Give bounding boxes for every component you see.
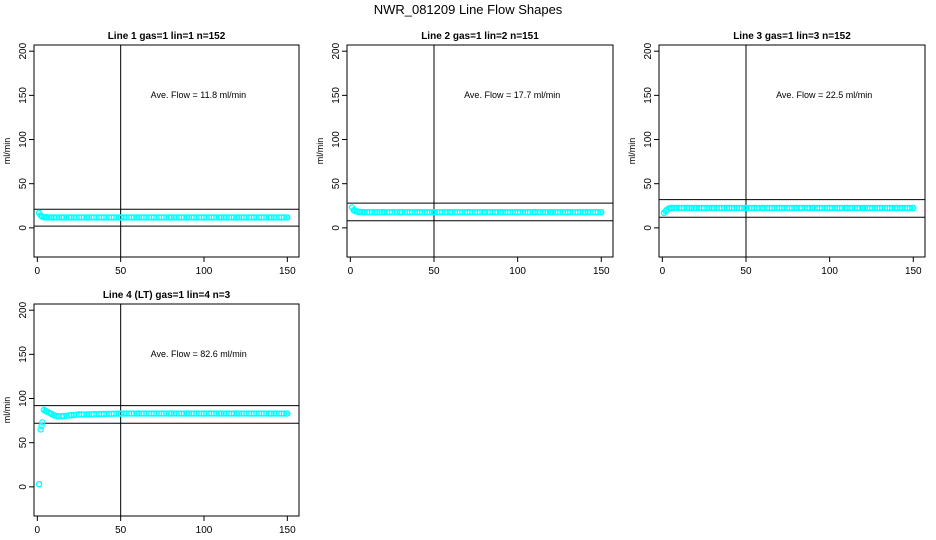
average-flow-annotation: Ave. Flow = 82.6 ml/min [151, 349, 247, 359]
x-tick-label: 50 [115, 266, 127, 277]
data-point [906, 204, 914, 212]
plot-frame [33, 303, 300, 517]
panel-2: Line 2 gas=1 lin=2 n=151 0 50 100 150 0 50 100 1… [315, 31, 614, 277]
panel-3: Line 3 gas=1 lin=3 n=152 0 50 100 150 0 50 100 1… [627, 31, 926, 277]
data-point [280, 214, 288, 221]
y-axis-label: ml/min [315, 138, 325, 165]
x-tick-label: 150 [593, 266, 610, 277]
plot-frame [33, 44, 300, 258]
y-tick-label: 100 [18, 390, 29, 407]
average-flow-annotation: Ave. Flow = 17.7 ml/min [464, 90, 560, 100]
y-tick-label: 200 [18, 301, 29, 318]
x-tick-label: 100 [821, 266, 838, 277]
y-axis-label: ml/min [2, 397, 12, 424]
y-tick-label: 200 [18, 42, 29, 59]
y-tick-label: 100 [18, 131, 29, 148]
x-tick-label: 100 [196, 525, 213, 536]
y-axis-label: ml/min [627, 138, 637, 165]
x-tick-label: 150 [279, 525, 296, 536]
y-tick-label: 200 [331, 42, 342, 59]
x-tick-label: 0 [35, 266, 41, 277]
x-tick-label: 150 [905, 266, 922, 277]
average-flow-annotation: Ave. Flow = 11.8 ml/min [151, 90, 246, 100]
data-point [38, 422, 45, 430]
y-tick-label: 0 [18, 484, 29, 490]
x-tick-label: 0 [348, 266, 354, 277]
x-tick-label: 100 [509, 266, 526, 277]
average-flow-annotation: Ave. Flow = 22.5 ml/min [776, 90, 872, 100]
x-tick-label: 50 [740, 266, 752, 277]
panel-title: Line 1 gas=1 lin=1 n=152 [108, 31, 226, 42]
y-tick-label: 0 [331, 225, 342, 231]
y-tick-label: 0 [18, 225, 29, 231]
data-point [283, 410, 290, 417]
panel-4: Line 4 (LT) gas=1 lin=4 n=3 0 50 100 150 0 50 1… [2, 290, 300, 536]
data-point [280, 410, 288, 417]
x-tick-label: 0 [660, 266, 666, 277]
plot-frame [346, 44, 614, 258]
y-tick-label: 100 [643, 131, 654, 148]
x-tick-label: 100 [196, 266, 213, 277]
panel-title: Line 2 gas=1 lin=2 n=151 [421, 31, 539, 42]
x-tick-label: 50 [428, 266, 440, 277]
y-tick-label: 150 [331, 87, 342, 104]
y-tick-label: 100 [331, 131, 342, 148]
data-point [35, 481, 43, 488]
x-tick-label: 0 [35, 525, 41, 536]
y-tick-label: 50 [643, 178, 654, 190]
y-tick-label: 0 [643, 225, 654, 231]
figure-title: NWR_081209 Line Flow Shapes [373, 2, 563, 17]
x-tick-label: 50 [115, 525, 127, 536]
panel-1: Line 1 gas=1 lin=1 n=152 0 50 100 150 0 50 100 1… [2, 31, 300, 277]
y-tick-label: 50 [18, 178, 29, 190]
y-tick-label: 150 [18, 346, 29, 363]
data-point [283, 214, 290, 221]
y-tick-label: 150 [643, 87, 654, 104]
panel-title: Line 3 gas=1 lin=3 n=152 [733, 31, 851, 42]
data-point [909, 204, 916, 212]
data-point [594, 209, 602, 216]
x-tick-label: 150 [279, 266, 296, 277]
plot-frame [658, 44, 926, 258]
data-point [597, 209, 604, 216]
y-tick-label: 200 [643, 42, 654, 59]
data-point [37, 426, 44, 433]
y-axis-label: ml/min [2, 138, 12, 165]
y-tick-label: 150 [18, 87, 29, 104]
panel-title: Line 4 (LT) gas=1 lin=4 n=3 [103, 290, 231, 301]
y-tick-label: 50 [331, 178, 342, 190]
data-point [39, 419, 46, 426]
y-tick-label: 50 [18, 437, 29, 449]
